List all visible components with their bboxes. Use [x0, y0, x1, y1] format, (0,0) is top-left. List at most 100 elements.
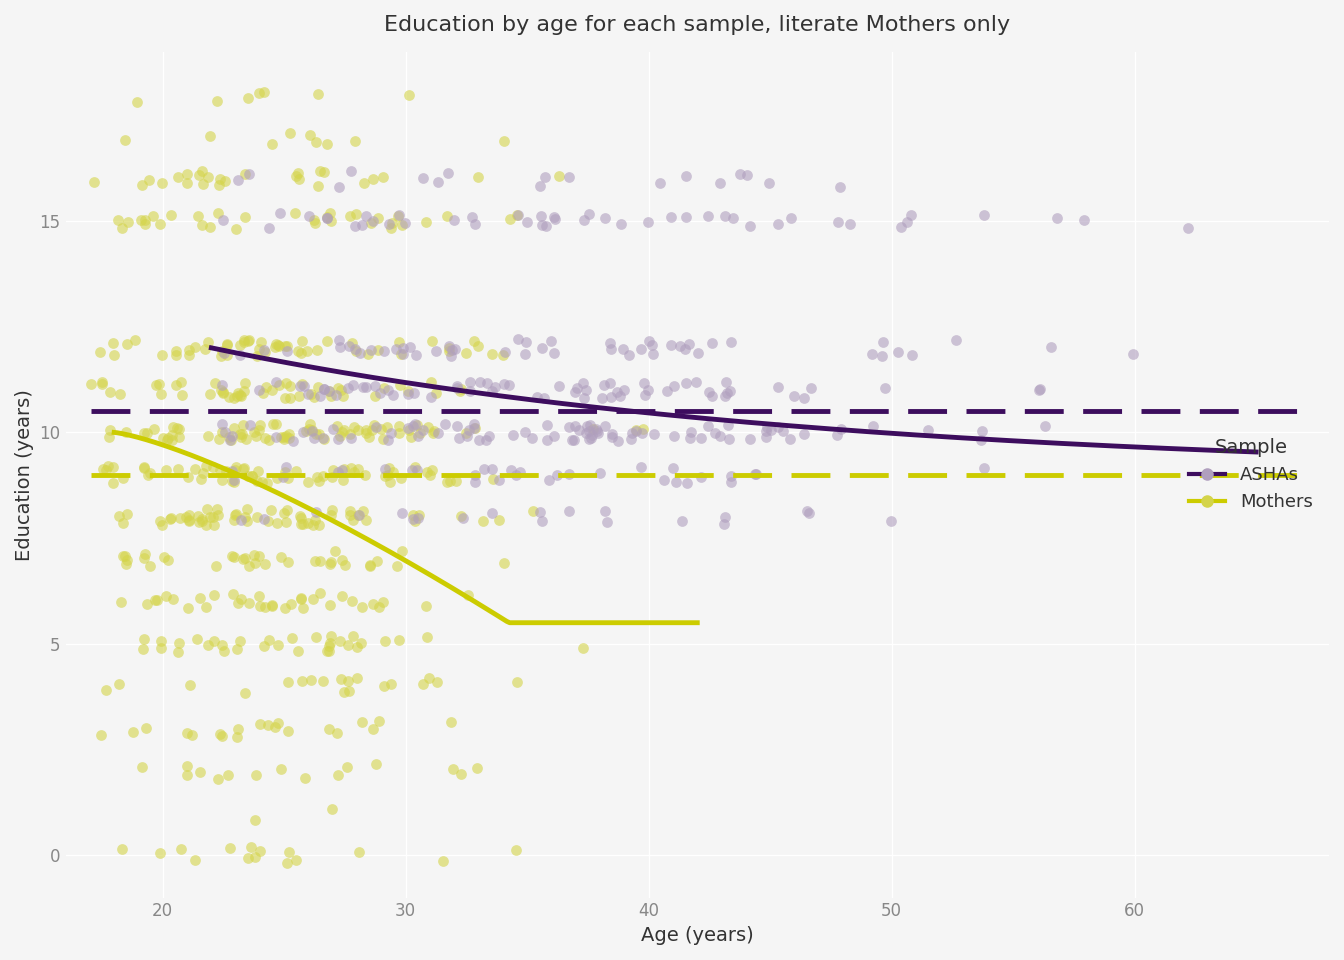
Point	[669, 338, 691, 353]
Point	[347, 507, 368, 522]
Point	[434, 417, 456, 432]
Point	[370, 385, 391, 400]
Point	[249, 598, 270, 613]
Point	[339, 338, 360, 353]
Point	[204, 559, 226, 574]
Point	[214, 644, 235, 660]
Point	[437, 474, 458, 490]
Point	[564, 384, 586, 399]
Point	[505, 467, 527, 482]
Point	[151, 640, 172, 656]
Point	[481, 462, 503, 477]
Point	[484, 379, 505, 395]
Point	[181, 727, 203, 742]
Point	[426, 386, 448, 401]
Point	[224, 508, 246, 523]
Point	[401, 429, 422, 444]
Point	[223, 587, 245, 602]
Point	[210, 171, 231, 186]
Point	[419, 467, 441, 482]
Point	[450, 766, 472, 781]
Point	[184, 852, 206, 868]
Point	[544, 428, 566, 444]
Point	[800, 380, 821, 396]
Point	[677, 336, 699, 351]
Point	[317, 209, 339, 225]
Point	[177, 600, 199, 615]
Point	[308, 178, 329, 193]
Point	[507, 207, 528, 223]
Point	[235, 550, 257, 565]
Point	[198, 637, 219, 653]
Point	[241, 839, 262, 854]
Point	[558, 467, 579, 482]
Point	[230, 337, 251, 352]
Point	[415, 629, 437, 644]
Point	[191, 217, 212, 232]
Point	[265, 417, 286, 432]
Point	[368, 600, 390, 615]
Point	[152, 175, 173, 190]
Point	[351, 217, 372, 232]
Point	[532, 513, 554, 528]
Point	[464, 468, 485, 483]
Point	[176, 725, 198, 740]
X-axis label: Age (years): Age (years)	[641, 926, 754, 945]
Point	[234, 209, 255, 225]
Point	[227, 172, 249, 187]
Point	[366, 756, 387, 772]
Point	[466, 170, 488, 185]
Point	[274, 601, 296, 616]
Point	[340, 504, 362, 519]
Point	[184, 340, 206, 355]
Point	[211, 729, 233, 744]
Point	[501, 427, 523, 443]
Point	[222, 548, 243, 564]
Point	[253, 84, 274, 100]
Point	[394, 215, 415, 230]
Point	[280, 596, 301, 612]
Point	[305, 216, 327, 231]
Point	[308, 426, 329, 442]
Point	[137, 468, 159, 483]
Point	[363, 417, 384, 432]
Point	[276, 515, 297, 530]
Point	[313, 431, 335, 446]
Point	[274, 464, 296, 479]
Point	[445, 341, 466, 356]
Point	[663, 461, 684, 476]
Point	[427, 175, 449, 190]
Point	[454, 425, 476, 441]
Point	[317, 643, 339, 659]
Point	[257, 718, 278, 733]
Point	[274, 390, 296, 405]
Point	[793, 391, 814, 406]
Point	[276, 502, 297, 517]
Point	[558, 420, 579, 435]
Point	[234, 460, 255, 475]
Point	[387, 208, 409, 224]
Point	[167, 644, 188, 660]
Point	[532, 391, 554, 406]
Point	[333, 422, 355, 438]
Point	[1046, 210, 1067, 226]
Point	[254, 638, 276, 654]
Point	[1035, 418, 1056, 433]
Point	[582, 427, 603, 443]
Point	[102, 475, 124, 491]
Point	[458, 422, 480, 438]
Point	[442, 761, 464, 777]
Point	[265, 374, 286, 390]
Point	[761, 422, 782, 438]
Point	[391, 543, 413, 559]
Point	[262, 136, 284, 152]
Point	[320, 557, 341, 572]
Point	[113, 515, 134, 530]
Point	[474, 432, 496, 447]
Point	[341, 593, 363, 609]
Point	[134, 217, 156, 232]
Point	[211, 377, 233, 393]
Point	[161, 432, 183, 447]
Point	[488, 473, 509, 489]
Point	[216, 337, 238, 352]
